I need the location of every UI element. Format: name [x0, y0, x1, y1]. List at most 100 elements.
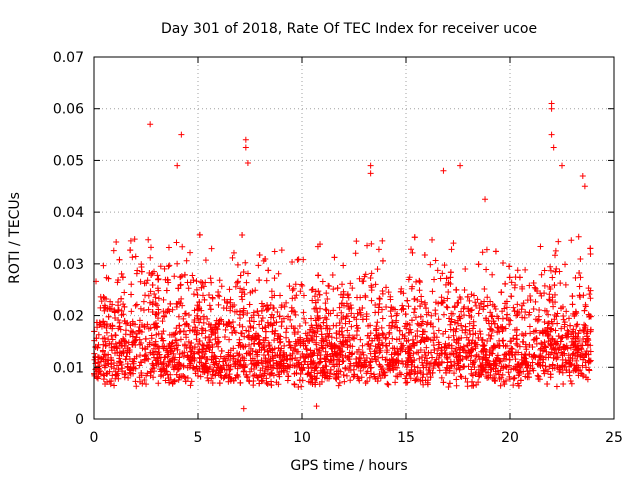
data-point — [419, 374, 426, 381]
data-point — [455, 340, 462, 347]
data-point — [540, 367, 547, 374]
data-point — [351, 335, 358, 342]
data-point — [244, 160, 251, 167]
data-point — [129, 254, 136, 261]
data-point — [526, 341, 533, 348]
data-point — [126, 369, 133, 376]
data-point — [356, 377, 363, 384]
data-point — [367, 170, 374, 177]
data-point — [191, 344, 198, 351]
data-point — [349, 334, 356, 341]
data-point — [173, 361, 180, 368]
data-point — [237, 330, 244, 337]
data-point — [187, 249, 194, 256]
data-point — [576, 327, 583, 334]
data-point — [520, 338, 527, 345]
data-point — [295, 384, 302, 391]
data-point — [191, 350, 198, 357]
data-point — [330, 322, 337, 329]
data-point — [286, 364, 293, 371]
data-point — [393, 317, 400, 324]
data-point — [541, 343, 548, 350]
data-point — [250, 382, 257, 389]
data-point — [151, 290, 158, 297]
data-point — [251, 361, 258, 368]
data-point — [275, 381, 282, 388]
x-tick-label: 25 — [605, 430, 623, 446]
data-point — [437, 275, 444, 282]
data-point — [431, 276, 438, 283]
data-point — [365, 323, 372, 330]
data-point — [344, 291, 351, 298]
data-point — [121, 317, 128, 324]
data-point — [121, 303, 128, 310]
data-point — [374, 319, 381, 326]
data-point — [548, 100, 555, 107]
data-point — [560, 312, 567, 319]
data-point — [175, 313, 182, 320]
data-point — [398, 371, 405, 378]
data-point — [478, 300, 485, 307]
data-point — [521, 351, 528, 358]
data-point — [494, 324, 501, 331]
data-point — [442, 340, 449, 347]
data-point — [115, 277, 122, 284]
data-point — [250, 324, 257, 331]
data-point — [476, 328, 483, 335]
data-point — [440, 379, 447, 386]
data-point — [201, 363, 208, 370]
data-point — [289, 259, 296, 266]
data-point — [463, 334, 470, 341]
data-point — [320, 366, 327, 373]
data-point — [515, 349, 522, 356]
data-point — [522, 266, 529, 273]
data-point — [216, 380, 223, 387]
data-point — [134, 267, 141, 274]
data-point — [441, 262, 448, 269]
data-point — [324, 330, 331, 337]
data-point — [395, 360, 402, 367]
data-point — [538, 292, 545, 299]
data-point — [393, 373, 400, 380]
data-point — [339, 332, 346, 339]
data-point — [194, 372, 201, 379]
data-point — [472, 371, 479, 378]
data-point — [148, 369, 155, 376]
data-point — [339, 294, 346, 301]
data-point — [264, 348, 271, 355]
data-point — [420, 371, 427, 378]
data-point — [500, 337, 507, 344]
data-point — [492, 248, 499, 255]
data-point — [288, 304, 295, 311]
data-point — [562, 332, 569, 339]
data-point — [240, 344, 247, 351]
data-point — [403, 364, 410, 371]
data-point — [572, 342, 579, 349]
data-point — [122, 331, 129, 338]
data-point — [181, 374, 188, 381]
data-point — [300, 309, 307, 316]
data-point — [502, 351, 509, 358]
data-point — [388, 304, 395, 311]
data-point — [278, 304, 285, 311]
data-point — [427, 336, 434, 343]
data-point — [107, 298, 114, 305]
data-point — [273, 319, 280, 326]
data-point — [583, 374, 590, 381]
data-point — [562, 281, 569, 288]
data-point — [192, 324, 199, 331]
data-point — [464, 342, 471, 349]
data-point — [154, 285, 161, 292]
data-point — [160, 365, 167, 372]
x-tick-label: 15 — [397, 430, 415, 446]
data-point — [323, 353, 330, 360]
data-point — [327, 357, 334, 364]
data-point — [220, 362, 227, 369]
data-point — [579, 362, 586, 369]
data-point — [183, 320, 190, 327]
data-point — [546, 297, 553, 304]
data-point — [183, 257, 190, 264]
data-point — [362, 271, 369, 278]
data-point — [339, 348, 346, 355]
data-point — [502, 355, 509, 362]
